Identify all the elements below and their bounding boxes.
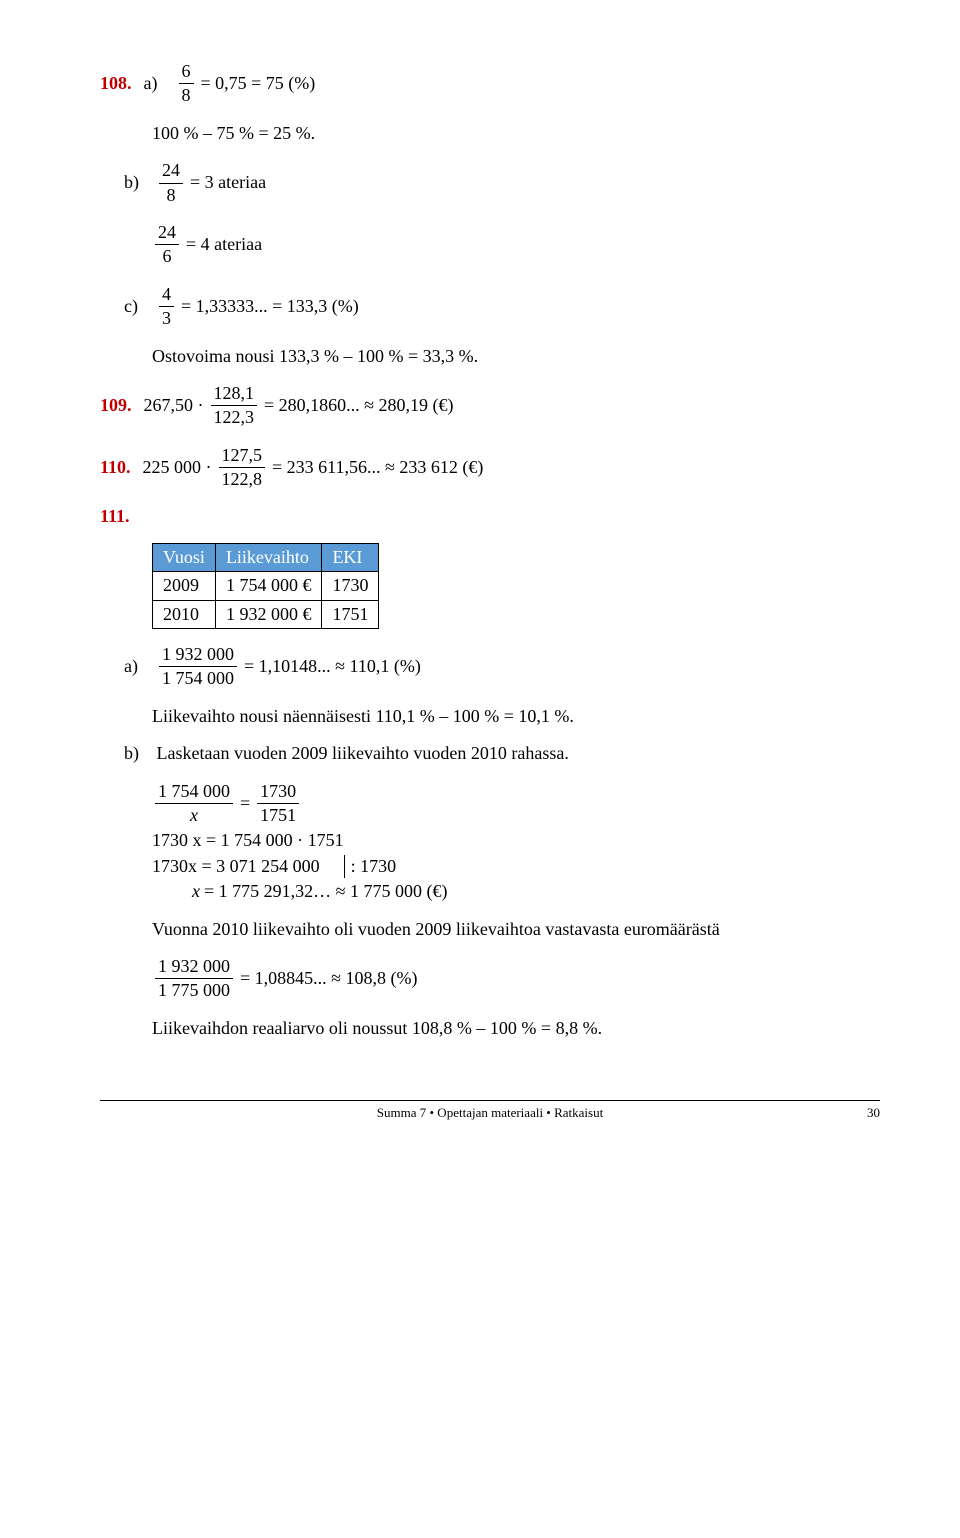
q111-number: 111. (100, 506, 130, 526)
q111-header: 111. (100, 505, 880, 528)
q108-c-line2: Ostovoima nousi 133,3 % – 100 % = 33,3 %… (152, 345, 880, 368)
q108-b2-rhs: = 4 ateriaa (186, 233, 262, 256)
frac-1932000-1754000: 1 932 000 1 754 000 (159, 643, 237, 691)
eq3: 1730x = 3 071 254 000 : 1730 (152, 855, 880, 878)
q111-b-frac2-rhs: = 1,08845... ≈ 108,8 (%) (240, 967, 418, 990)
q110-lead: 225 000 · (143, 456, 212, 479)
q111-a: a) 1 932 000 1 754 000 = 1,10148... ≈ 11… (152, 643, 880, 691)
frac-1730-1751: 1730 1751 (257, 780, 299, 828)
q109-rhs: = 280,1860... ≈ 280,19 (€) (264, 394, 454, 417)
frac-24-6: 24 6 (155, 221, 179, 269)
eki-table: Vuosi Liikevaihto EKI 2009 1 754 000 € 1… (152, 543, 379, 629)
q108-b: b) 24 8 = 3 ateriaa (152, 159, 880, 207)
q111-a-line2: Liikevaihto nousi näennäisesti 110,1 % –… (152, 705, 880, 728)
page-number: 30 (867, 1105, 880, 1122)
frac-6-8: 6 8 (179, 60, 194, 108)
th-eki: EKI (322, 543, 379, 571)
q108-a-rhs: = 0,75 = 75 (%) (201, 72, 316, 95)
q111-b-line6: Liikevaihdon reaaliarvo oli noussut 108,… (152, 1017, 880, 1040)
q108-c: c) 4 3 = 1,33333... = 133,3 (%) (152, 283, 880, 331)
label-b: b) (124, 171, 152, 194)
footer-text: Summa 7 • Opettajan materiaali • Ratkais… (377, 1105, 603, 1120)
frac-24-8: 24 8 (159, 159, 183, 207)
q108-line2: 100 % – 75 % = 25 %. (152, 122, 880, 145)
label-b: b) (124, 742, 152, 765)
label-c: c) (124, 295, 152, 318)
eq4: x x = 1 775 291,32… ≈ 1 775 000 (€) = 1 … (192, 880, 880, 903)
eq1: 1 754 000 x = 1730 1751 (152, 780, 880, 828)
frac-4-3: 4 3 (159, 283, 174, 331)
q109-lead: 267,50 · (144, 394, 204, 417)
label-a: a) (124, 655, 152, 678)
q108-b2: 24 6 = 4 ateriaa (152, 221, 880, 269)
frac-1754000-x: 1 754 000 x (155, 780, 233, 828)
q110-rhs: = 233 611,56... ≈ 233 612 (€) (272, 456, 483, 479)
page-footer: Summa 7 • Opettajan materiaali • Ratkais… (100, 1100, 880, 1122)
th-liikevaihto: Liikevaihto (215, 543, 322, 571)
table-header-row: Vuosi Liikevaihto EKI (153, 543, 379, 571)
table-row: 2010 1 932 000 € 1751 (153, 600, 379, 628)
q108-b-rhs: = 3 ateriaa (190, 171, 266, 194)
q110: 110. 225 000 · 127,5 122,8 = 233 611,56.… (100, 444, 880, 492)
q109-number: 109. (100, 394, 132, 417)
q111-b-line5: Vuonna 2010 liikevaihto oli vuoden 2009 … (152, 918, 880, 941)
q111-a-rhs: = 1,10148... ≈ 110,1 (%) (244, 655, 421, 678)
q108-c-rhs: = 1,33333... = 133,3 (%) (181, 295, 359, 318)
q111-b-line1: b) Lasketaan vuoden 2009 liikevaihto vuo… (152, 742, 880, 765)
q108-a: 108. a) 6 8 = 0,75 = 75 (%) (100, 60, 880, 108)
table-row: 2009 1 754 000 € 1730 (153, 572, 379, 600)
frac-1932000-1775000: 1 932 000 1 775 000 (155, 955, 233, 1003)
q111-b-frac2: 1 932 000 1 775 000 = 1,08845... ≈ 108,8… (152, 955, 880, 1003)
q109: 109. 267,50 · 128,1 122,3 = 280,1860... … (100, 382, 880, 430)
eq2: 1730 x = 1 754 000 · 1751 (152, 829, 880, 852)
frac-1275-1228: 127,5 122,8 (219, 444, 266, 492)
q108-number: 108. (100, 72, 132, 95)
label-a: a) (144, 72, 172, 95)
q111-b-equations: 1 754 000 x = 1730 1751 1730 x = 1 754 0… (152, 780, 880, 904)
q110-number: 110. (100, 456, 131, 479)
th-vuosi: Vuosi (153, 543, 216, 571)
frac-1281-1223: 128,1 122,3 (211, 382, 258, 430)
